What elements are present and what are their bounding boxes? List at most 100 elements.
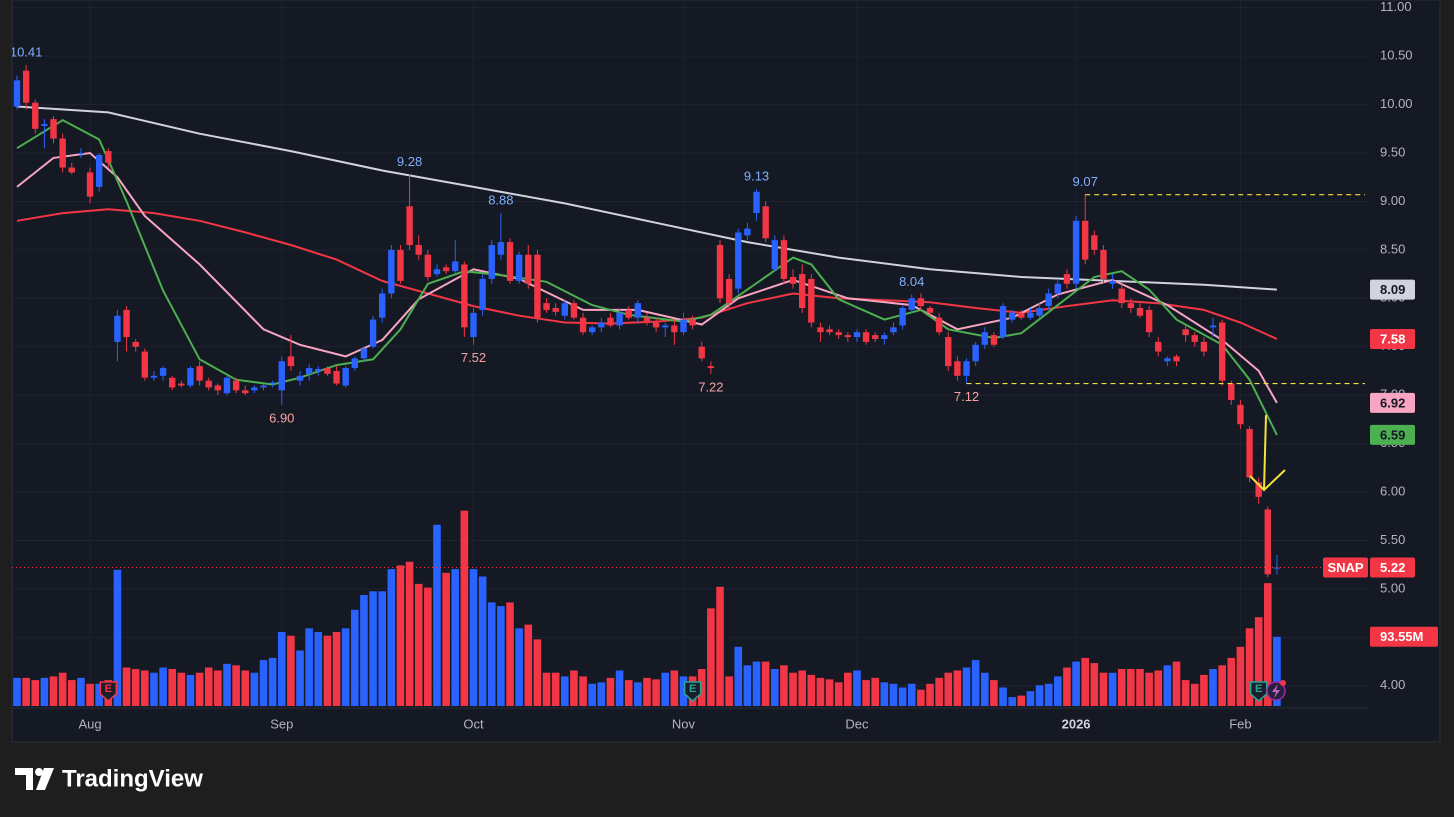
volume-bar <box>1117 669 1126 706</box>
candle-body <box>287 356 295 367</box>
volume-bar <box>241 670 250 706</box>
candle-body <box>150 375 158 378</box>
volume-bar <box>268 657 277 706</box>
candle-body <box>132 341 139 347</box>
candle-body <box>433 269 441 275</box>
volume-bar <box>917 689 925 706</box>
volume-bar <box>1181 680 1190 706</box>
volume-bar <box>1163 665 1172 706</box>
candle-body <box>607 317 614 326</box>
candle-body <box>698 346 705 359</box>
volume-bar <box>13 677 21 706</box>
candle-body <box>1218 322 1226 381</box>
candle-body <box>178 383 185 386</box>
y-tick-label: 6.00 <box>1380 483 1405 498</box>
volume-bar <box>77 677 85 706</box>
candle-body <box>744 228 751 236</box>
volume-bar <box>853 670 861 706</box>
volume-bar <box>1063 667 1071 706</box>
candle-body <box>305 368 313 374</box>
candle-body <box>406 206 413 246</box>
candle-body <box>479 278 486 310</box>
symbol-box <box>1323 557 1368 578</box>
volume-bar <box>661 672 670 706</box>
candle-body <box>534 254 541 318</box>
volume-bar <box>743 665 752 706</box>
candle-body <box>652 322 660 328</box>
candle-body <box>452 261 459 272</box>
volume-bar <box>1072 661 1080 706</box>
volume-bar <box>971 660 980 706</box>
volume-bar <box>1026 691 1035 706</box>
candle-body <box>1054 283 1062 294</box>
candle-body <box>789 277 797 284</box>
event-badge <box>1249 681 1268 702</box>
volume-bar <box>469 569 478 706</box>
extreme-label: 7.12 <box>954 389 979 404</box>
extreme-label: 6.90 <box>269 410 294 425</box>
candle-body <box>1255 482 1262 497</box>
candle-body <box>351 358 359 369</box>
volume-bar <box>95 683 103 706</box>
candle-body <box>333 370 340 384</box>
event-badge <box>99 681 118 702</box>
extreme-label: 9.13 <box>744 168 769 183</box>
volume-bar <box>588 683 596 706</box>
volume-bar <box>1145 672 1153 706</box>
volume-bar <box>1008 697 1016 706</box>
volume-bar <box>953 670 962 706</box>
volume-bar <box>141 670 149 706</box>
arrow-head <box>1249 469 1286 492</box>
volume-bar <box>131 669 140 706</box>
volume-bar <box>341 628 350 706</box>
ma-value-label: 6.59 <box>1380 427 1405 442</box>
volume-bar <box>1099 672 1108 706</box>
volume-bar <box>1209 669 1217 706</box>
volume-bar <box>880 682 889 706</box>
volume-bar <box>551 672 560 706</box>
candle-body <box>689 319 696 326</box>
volume-bar <box>1273 636 1281 706</box>
volume-bar <box>351 609 359 706</box>
volume-bar <box>944 672 953 706</box>
volume-bar <box>990 680 998 706</box>
x-tick-label: Nov <box>672 716 696 731</box>
y-tick-label: 5.50 <box>1380 532 1405 547</box>
volume-bar <box>40 677 49 706</box>
candle-body <box>260 385 267 388</box>
ma-value-box <box>1370 279 1415 300</box>
candle-body <box>954 361 961 376</box>
candle-body <box>826 329 833 333</box>
volume-bar <box>451 569 460 706</box>
volume-bar <box>752 661 761 706</box>
candle-body <box>844 335 852 338</box>
volume-bar <box>22 677 30 706</box>
volume-bar <box>232 665 240 706</box>
candle-body <box>159 368 167 376</box>
y-tick-label: 10.00 <box>1380 96 1413 111</box>
volume-bar <box>67 680 76 706</box>
volume-bar <box>652 679 660 706</box>
volume-bar <box>524 624 533 706</box>
candle-body <box>214 385 222 391</box>
candle-body <box>369 319 377 347</box>
volume-bar <box>533 639 542 706</box>
chart-panel <box>11 0 1441 743</box>
y-tick-label: 9.50 <box>1380 144 1405 159</box>
volume-bar <box>1245 628 1254 706</box>
candle-body <box>707 366 715 369</box>
candle-body <box>735 232 742 289</box>
candle-body <box>990 335 998 345</box>
volume-bar <box>761 661 770 706</box>
candle-body <box>1237 404 1244 425</box>
grid <box>12 0 1368 708</box>
candle-body <box>506 242 514 281</box>
volume-bar <box>926 683 934 706</box>
volume-bar <box>433 524 441 706</box>
candle-body <box>141 351 149 378</box>
candle-body <box>324 368 331 374</box>
candle-body <box>561 303 568 316</box>
candle-body <box>1164 358 1171 362</box>
arrow-annotation <box>1249 414 1286 492</box>
volume-bar <box>214 670 222 706</box>
